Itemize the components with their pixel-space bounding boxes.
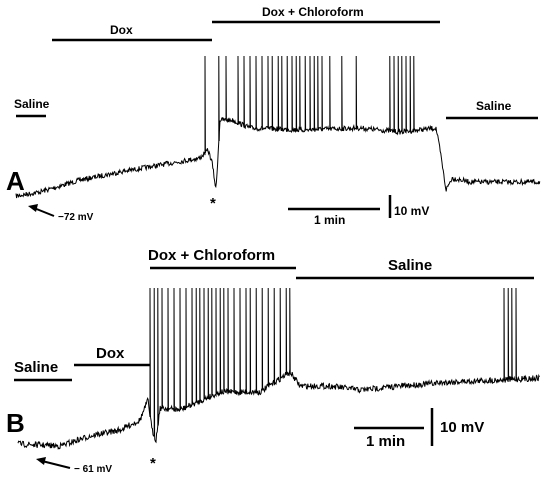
saline-label-b-right: Saline [388, 257, 432, 274]
resting-potential-b: − 61 mV [74, 464, 112, 475]
panel-a: Saline Dox Dox + Chloroform Saline A * −… [6, 5, 541, 227]
panel-b: Saline Dox Dox + Chloroform Saline B * −… [6, 247, 540, 475]
saline-label-a-right: Saline [476, 99, 512, 113]
star-marker-b: * [150, 455, 156, 472]
saline-label-a-left: Saline [14, 97, 50, 111]
voltage-trace-a [15, 55, 541, 199]
resting-arrow-a [28, 204, 55, 217]
resting-arrow-b [36, 457, 71, 469]
dox-label-b: Dox [96, 345, 125, 362]
time-scale-label-a: 1 min [314, 213, 345, 227]
panel-letter-b: B [6, 408, 25, 438]
resting-potential-a: −72 mV [58, 212, 94, 223]
time-scale-label-b: 1 min [366, 433, 405, 450]
panel-letter-a: A [6, 166, 25, 196]
dox-label-a: Dox [110, 23, 133, 37]
dox-chloroform-label-b: Dox + Chloroform [148, 247, 275, 264]
voltage-scale-label-b: 10 mV [440, 419, 484, 436]
voltage-trace-b [17, 287, 540, 450]
voltage-scale-label-a: 10 mV [394, 204, 429, 218]
saline-label-b-left: Saline [14, 359, 58, 376]
dox-chloroform-label-a: Dox + Chloroform [262, 5, 364, 19]
star-marker-a: * [210, 195, 216, 212]
